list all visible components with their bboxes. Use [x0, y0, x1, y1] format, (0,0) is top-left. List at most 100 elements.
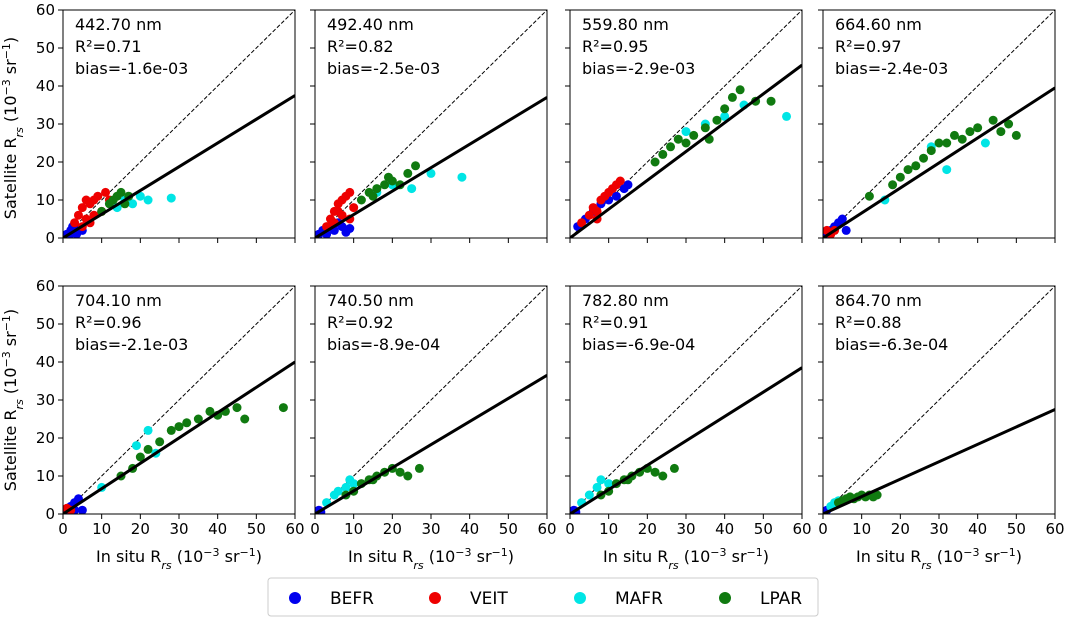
panel-wavelength: 782.80 nm: [582, 291, 669, 310]
point-lpar: [950, 131, 959, 140]
point-lpar: [896, 173, 905, 182]
point-lpar: [403, 169, 412, 178]
point-lpar: [958, 135, 967, 144]
y-tick-label: 50: [36, 315, 55, 333]
fit-line: [63, 96, 295, 239]
legend: BEFR VEIT MAFR LPAR: [268, 578, 818, 616]
point-lpar: [989, 116, 998, 125]
x-tick-label: 10: [344, 520, 363, 538]
fit-line: [315, 375, 547, 514]
panel-r2: R²=0.71: [75, 37, 142, 56]
panel-wavelength: 704.10 nm: [75, 291, 162, 310]
fit-line: [63, 362, 295, 514]
point-lpar: [865, 192, 874, 201]
x-tick-label: 10: [852, 520, 871, 538]
x-tick-label: 10: [599, 520, 618, 538]
point-lpar: [767, 97, 776, 106]
panel-bias: bias=-2.9e-03: [582, 59, 695, 78]
y-tick-label: 0: [45, 505, 55, 523]
y-tick-label: 60: [36, 1, 55, 19]
x-tick-label: 40: [460, 520, 479, 538]
panel-3: 559.80 nmR²=0.95bias=-2.9e-03: [565, 10, 802, 243]
x-tick-label: 0: [565, 520, 575, 538]
fit-line: [570, 368, 802, 514]
x-tick-label: 40: [715, 520, 734, 538]
legend-label-mafr: MAFR: [615, 589, 663, 609]
point-lpar: [658, 472, 667, 481]
point-lpar: [651, 468, 660, 477]
panel-r2: R²=0.91: [582, 313, 649, 332]
panel-6: 0 10 20 30 40 50 60740.50 nmR²=0.92bias=-8.9e-…: [310, 286, 557, 538]
point-veit: [334, 207, 343, 216]
point-veit: [345, 188, 354, 197]
point-lpar: [935, 139, 944, 148]
y-tick-label: 40: [36, 77, 55, 95]
x-axis-label: In situ Rrs (10−3 sr−1): [856, 546, 1022, 572]
x-tick-label: 30: [421, 520, 440, 538]
point-befr: [345, 224, 354, 233]
y-tick-label: 50: [36, 39, 55, 57]
point-lpar: [240, 415, 249, 424]
panel-4: 664.60 nmR²=0.97bias=-2.4e-03: [818, 10, 1055, 243]
legend-marker-lpar: [719, 592, 731, 604]
y-tick-label: 10: [36, 191, 55, 209]
point-mafr: [144, 426, 153, 435]
panel-bias: bias=-8.9e-04: [327, 335, 440, 354]
fit-line: [823, 88, 1055, 238]
x-tick-label: 20: [383, 520, 402, 538]
point-mafr: [407, 184, 416, 193]
panel-2: 492.40 nm R²=0.82 bias=-2.5e-03: [310, 10, 547, 243]
x-tick-label: 60: [285, 520, 304, 538]
x-tick-label: 60: [1045, 520, 1064, 538]
legend-marker-veit: [429, 592, 441, 604]
panel-r2: R²=0.92: [327, 313, 394, 332]
panel-r2: R²=0.97: [835, 37, 902, 56]
panel-bias: bias=-1.6e-03: [75, 59, 188, 78]
point-lpar: [144, 445, 153, 454]
point-veit: [616, 177, 625, 186]
point-lpar: [720, 104, 729, 113]
x-tick-label: 60: [792, 520, 811, 538]
y-tick-label: 30: [36, 391, 55, 409]
x-tick-label: 50: [499, 520, 518, 538]
x-tick-label: 30: [169, 520, 188, 538]
point-lpar: [670, 464, 679, 473]
fit-line: [315, 97, 547, 238]
panel-bias: bias=-6.9e-04: [582, 335, 695, 354]
point-lpar: [415, 464, 424, 473]
point-lpar: [674, 135, 683, 144]
panel-r2: R²=0.82: [327, 37, 394, 56]
point-mafr: [593, 483, 602, 492]
y-tick-label: 10: [36, 467, 55, 485]
point-lpar: [689, 131, 698, 140]
point-lpar: [911, 161, 920, 170]
point-lpar: [658, 150, 667, 159]
panel-r2: R²=0.88: [835, 313, 902, 332]
point-mafr: [132, 441, 141, 450]
panel-7: 0 10 20 30 40 50 60782.80 nmR²=0.91bias=-6.9e-…: [565, 286, 812, 538]
point-befr: [78, 506, 87, 515]
x-tick-label: 60: [537, 520, 556, 538]
x-tick-label: 50: [754, 520, 773, 538]
x-tick-label: 10: [92, 520, 111, 538]
x-tick-label: 30: [929, 520, 948, 538]
point-lpar: [973, 123, 982, 132]
point-lpar: [736, 85, 745, 94]
x-axis-label: In situ Rrs (10−3 sr−1): [96, 546, 262, 572]
point-mafr: [457, 173, 466, 182]
fit-line: [570, 65, 802, 238]
svg-text:Satellite Rrs (10−3 sr−1): Satellite Rrs (10−3 sr−1): [0, 309, 26, 491]
x-tick-label: 20: [131, 520, 150, 538]
point-lpar: [728, 93, 737, 102]
legend-marker-befr: [289, 592, 301, 604]
panel-8: 0 10 20 30 40 50 60 864.70 nm R²=0.88 bias=-6.3e-…: [818, 286, 1065, 538]
panel-1: 0 10 20 30 40 50 60 442.70 nm R²=0.71 bias=-1.6e-…: [36, 1, 295, 247]
point-lpar: [117, 188, 126, 197]
x-tick-label: 40: [208, 520, 227, 538]
x-tick-label: 50: [247, 520, 266, 538]
point-befr: [624, 180, 633, 189]
point-lpar: [357, 196, 366, 205]
point-mafr: [596, 475, 605, 484]
panel-5: 00 10 10 20 20 30 30 40 40 50 50 60 60 704.10 nm R²=0.…: [36, 277, 305, 538]
legend-marker-mafr: [574, 592, 586, 604]
